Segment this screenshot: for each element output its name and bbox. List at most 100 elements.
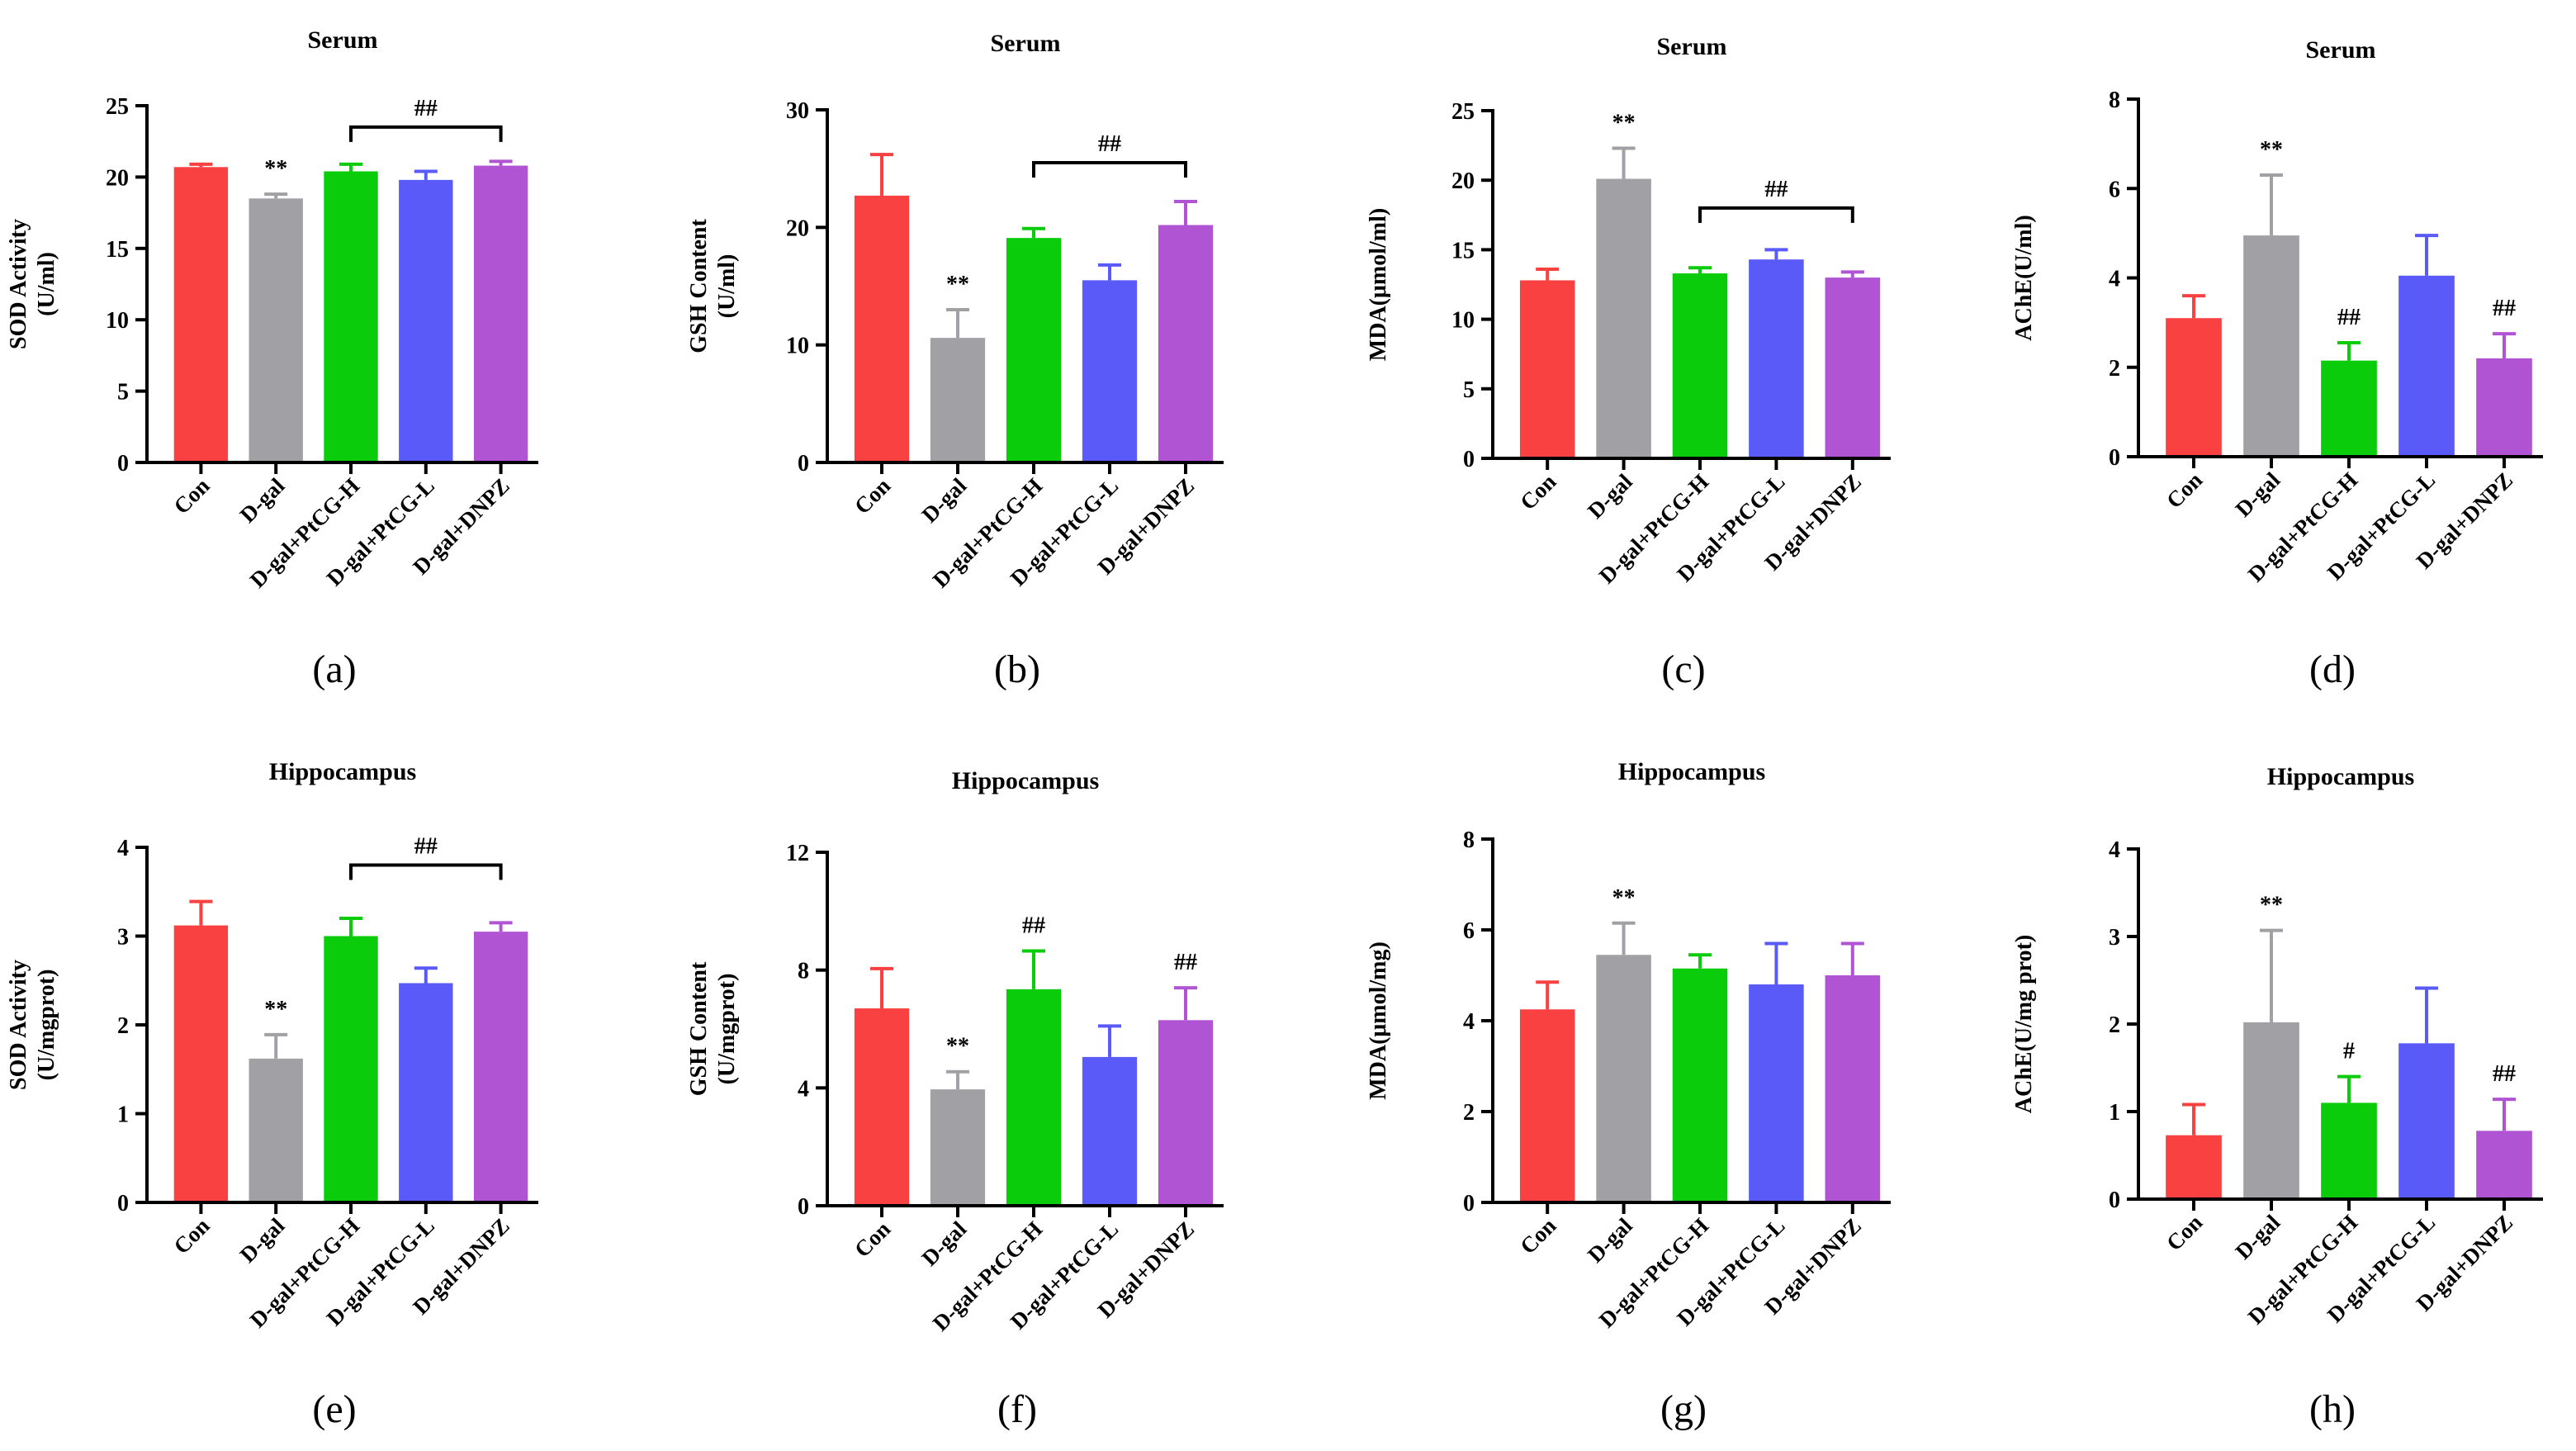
y-tick-label: 2 — [2109, 356, 2120, 382]
x-tick-label: D-gal — [235, 473, 290, 528]
y-tick-label: 1 — [2109, 1100, 2120, 1126]
panel-label: (f) — [997, 1387, 1037, 1431]
y-tick-label: 15 — [106, 237, 129, 263]
y-tick-label: 10 — [1451, 308, 1475, 334]
bar-con — [854, 195, 910, 463]
significance-mark: ## — [1022, 913, 1045, 938]
bar-d-gal-ptcg-h — [1672, 968, 1728, 1202]
y-axis-label: (U/ml) — [714, 254, 740, 319]
y-tick-label: 25 — [106, 94, 129, 120]
chart-title: Hippocampus — [952, 767, 1099, 794]
significance-mark: ## — [2337, 305, 2361, 330]
y-axis-label: GSH Content — [686, 961, 712, 1096]
bar-d-gal-ptcg-l — [1082, 1056, 1138, 1206]
y-tick-label: 4 — [2109, 267, 2120, 292]
significance-bracket — [1032, 161, 1187, 178]
panel-label: (e) — [312, 1387, 356, 1431]
chart-title: Serum — [308, 26, 378, 54]
bar-d-gal — [249, 198, 303, 462]
bar-d-gal-ptcg-h — [324, 936, 378, 1202]
bar-d-gal-ptcg-h — [2321, 1102, 2377, 1199]
y-tick-label: 8 — [798, 959, 809, 984]
bar-d-gal-ptcg-h — [1006, 238, 1062, 462]
chart-title: Serum — [991, 30, 1061, 57]
y-tick-label: 6 — [1463, 918, 1475, 944]
y-axis-label: AChE(U/ml) — [2011, 215, 2037, 340]
significance-mark: ## — [1764, 177, 1788, 202]
x-tick-label: Con — [2162, 467, 2207, 513]
y-tick-label: 6 — [2109, 177, 2120, 202]
y-axis-label: SOD Activity — [6, 219, 31, 349]
bar-d-gal — [1596, 178, 1651, 459]
x-tick-label: D-gal — [2230, 467, 2285, 522]
significance-mark: ** — [1612, 110, 1636, 135]
y-axis-label: (U/mgprot) — [714, 974, 740, 1085]
x-tick-label: Con — [168, 1213, 214, 1259]
bar-d-gal-ptcg-l — [1749, 984, 1804, 1202]
bar-d-gal-ptcg-l — [2398, 275, 2455, 457]
x-tick-label: Con — [2162, 1210, 2207, 1255]
bar-d-gal-ptcg-h — [1672, 273, 1728, 458]
y-tick-label: 8 — [1463, 827, 1475, 853]
y-axis-label: (U/ml) — [34, 252, 59, 316]
y-tick-label: 0 — [1463, 447, 1475, 472]
chart-title: Serum — [2306, 36, 2376, 64]
significance-mark: ## — [1174, 950, 1197, 975]
y-tick-label: 10 — [106, 308, 129, 334]
bar-d-gal-ptcg-l — [399, 179, 453, 462]
y-axis-label: AChE(U/mg prot) — [2011, 935, 2037, 1113]
bar-con — [2166, 1135, 2222, 1199]
bar-d-gal-dnpz — [473, 932, 528, 1202]
significance-mark: ** — [2260, 893, 2283, 918]
y-tick-label: 12 — [786, 841, 809, 866]
y-tick-label: 2 — [117, 1013, 129, 1039]
x-tick-label: Con — [1515, 1213, 1560, 1259]
y-tick-label: 5 — [1463, 377, 1475, 403]
significance-mark: ## — [2493, 296, 2516, 321]
y-axis-label: MDA(μmol/mg) — [1366, 941, 1391, 1100]
y-axis-label: (U/mgprot) — [34, 970, 59, 1081]
significance-mark: ** — [1612, 885, 1636, 911]
bar-d-gal-dnpz — [1825, 975, 1881, 1202]
y-tick-label: 25 — [1451, 99, 1475, 125]
x-tick-label: Con — [168, 473, 214, 519]
x-tick-label: D-gal — [916, 473, 971, 528]
chart-title: Hippocampus — [2267, 763, 2414, 790]
x-tick-label: Con — [1515, 469, 1560, 514]
bar-d-gal-dnpz — [1158, 1020, 1214, 1206]
y-axis-label: SOD Activity — [6, 960, 31, 1090]
y-tick-label: 0 — [798, 451, 809, 477]
bar-d-gal — [930, 338, 986, 462]
x-tick-label: D-gal — [235, 1213, 290, 1268]
x-tick-label: D-gal — [916, 1216, 971, 1271]
bar-con — [2166, 318, 2222, 457]
y-tick-label: 1 — [117, 1102, 129, 1128]
y-tick-label: 15 — [1451, 238, 1475, 263]
x-tick-label: D-gal — [2230, 1210, 2285, 1264]
significance-mark: ** — [2260, 137, 2283, 163]
y-tick-label: 0 — [117, 1191, 129, 1216]
bar-d-gal — [930, 1089, 986, 1206]
chart-title: Hippocampus — [269, 758, 416, 785]
bar-d-gal — [2243, 235, 2299, 457]
panel-label: (b) — [994, 647, 1040, 691]
y-tick-label: 2 — [1463, 1100, 1475, 1126]
y-tick-label: 8 — [2109, 88, 2120, 113]
y-tick-label: 30 — [786, 98, 809, 124]
chart-title: Hippocampus — [1618, 758, 1765, 785]
significance-mark: ** — [264, 997, 287, 1022]
x-tick-label: D-gal — [1583, 469, 1637, 524]
x-tick-label: Con — [850, 473, 895, 519]
significance-mark: ## — [414, 834, 438, 860]
y-tick-label: 4 — [117, 836, 129, 861]
y-tick-label: 4 — [798, 1076, 809, 1102]
chart-panel-f: Hippocampus GSH Content (U/mgprot) 0 4 8 12 Con… — [686, 767, 1224, 1431]
chart-title: Serum — [1657, 33, 1727, 60]
y-tick-label: 0 — [2109, 445, 2120, 471]
bar-d-gal-dnpz — [473, 165, 528, 463]
significance-mark: ## — [414, 96, 438, 121]
y-axis-label: GSH Content — [686, 219, 712, 353]
bar-d-gal — [2243, 1022, 2299, 1199]
